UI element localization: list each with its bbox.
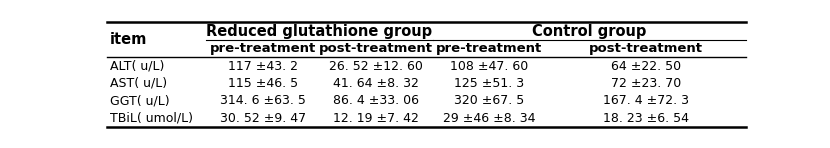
- Text: item: item: [110, 32, 148, 47]
- Text: post-treatment: post-treatment: [589, 42, 703, 55]
- Text: 26. 52 ±12. 60: 26. 52 ±12. 60: [330, 59, 423, 73]
- Text: 320 ±67. 5: 320 ±67. 5: [454, 94, 525, 107]
- Text: 117 ±43. 2: 117 ±43. 2: [227, 59, 298, 73]
- Text: 41. 64 ±8. 32: 41. 64 ±8. 32: [333, 77, 419, 90]
- Text: 72 ±23. 70: 72 ±23. 70: [611, 77, 681, 90]
- Text: 314. 6 ±63. 5: 314. 6 ±63. 5: [220, 94, 305, 107]
- Text: AST( u/L): AST( u/L): [110, 77, 168, 90]
- Text: 167. 4 ±72. 3: 167. 4 ±72. 3: [603, 94, 689, 107]
- Text: 30. 52 ±9. 47: 30. 52 ±9. 47: [220, 112, 305, 125]
- Text: Reduced glutathione group: Reduced glutathione group: [207, 24, 432, 39]
- Text: Control group: Control group: [532, 24, 647, 39]
- Text: 18. 23 ±6. 54: 18. 23 ±6. 54: [603, 112, 689, 125]
- Text: GGT( u/L): GGT( u/L): [110, 94, 170, 107]
- Text: 115 ±46. 5: 115 ±46. 5: [227, 77, 298, 90]
- Text: 29 ±46 ±8. 34: 29 ±46 ±8. 34: [443, 112, 535, 125]
- Text: 64 ±22. 50: 64 ±22. 50: [611, 59, 681, 73]
- Text: 12. 19 ±7. 42: 12. 19 ±7. 42: [333, 112, 419, 125]
- Text: ALT( u/L): ALT( u/L): [110, 59, 164, 73]
- Text: pre-treatment: pre-treatment: [209, 42, 315, 55]
- Text: pre-treatment: pre-treatment: [437, 42, 543, 55]
- Text: 108 ±47. 60: 108 ±47. 60: [451, 59, 529, 73]
- Text: TBiL( umol/L): TBiL( umol/L): [110, 112, 193, 125]
- Text: 125 ±51. 3: 125 ±51. 3: [454, 77, 525, 90]
- Text: post-treatment: post-treatment: [319, 42, 433, 55]
- Text: 86. 4 ±33. 06: 86. 4 ±33. 06: [333, 94, 419, 107]
